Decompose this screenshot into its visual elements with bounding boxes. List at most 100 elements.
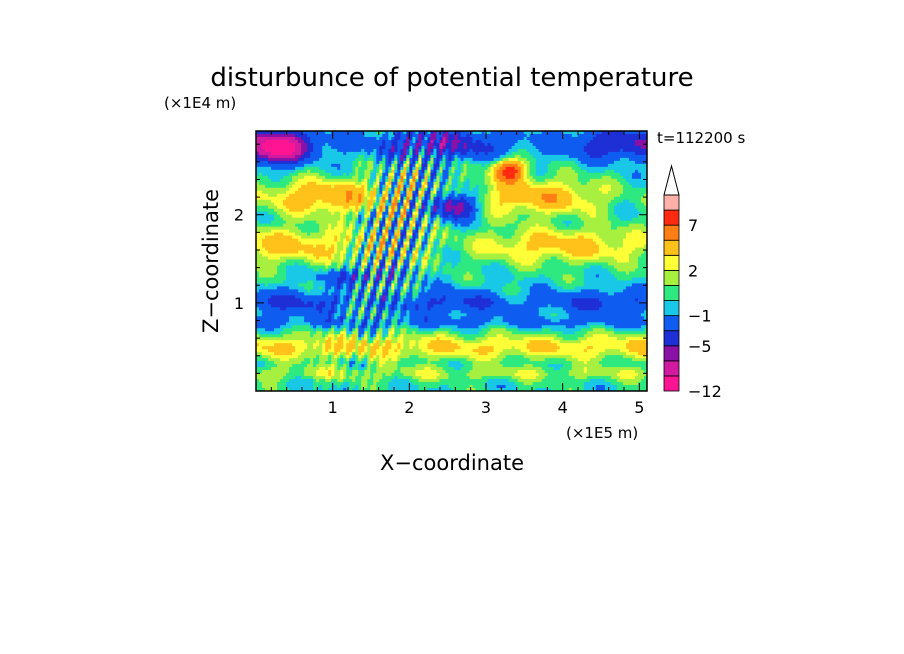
contour-cell <box>469 160 474 165</box>
contour-cell <box>274 217 278 222</box>
contour-cell <box>307 151 311 156</box>
contour-cell <box>373 208 377 213</box>
contour-cell <box>289 214 293 219</box>
contour-cell <box>460 151 465 156</box>
contour-cell <box>292 223 296 228</box>
contour-cell <box>334 214 338 219</box>
contour-cell <box>511 241 516 246</box>
contour-cell <box>637 154 642 159</box>
contour-cell <box>607 151 612 156</box>
contour-cell <box>436 142 441 147</box>
contour-cell <box>586 169 591 174</box>
contour-cell <box>607 199 612 204</box>
contour-cell <box>490 154 495 159</box>
contour-cell <box>478 211 483 216</box>
contour-cell <box>256 172 260 177</box>
contour-cell <box>616 199 621 204</box>
contour-cell <box>559 181 564 186</box>
contour-cell <box>547 205 552 210</box>
contour-cell <box>469 131 474 135</box>
contour-cell <box>286 229 290 234</box>
contour-cell <box>610 148 615 153</box>
contour-cell <box>619 163 624 168</box>
contour-cell <box>478 133 483 138</box>
contour-cell <box>367 172 371 177</box>
contour-cell <box>304 196 308 201</box>
contour-cell <box>373 217 377 222</box>
contour-cell <box>640 166 645 171</box>
contour-cell <box>478 205 483 210</box>
contour-cell <box>466 238 471 243</box>
contour-cell <box>304 244 308 249</box>
contour-cell <box>400 136 404 141</box>
contour-cell <box>424 196 429 201</box>
contour-cell <box>343 133 347 138</box>
contour-cell <box>307 145 311 150</box>
contour-cell <box>631 169 636 174</box>
contour-cell <box>373 139 377 144</box>
contour-cell <box>265 154 269 159</box>
contour-cell <box>358 229 362 234</box>
contour-cell <box>595 211 600 216</box>
contour-cell <box>562 131 567 135</box>
contour-cell <box>580 136 585 141</box>
contour-cell <box>442 163 447 168</box>
contour-cell <box>547 157 552 162</box>
contour-cell <box>430 214 435 219</box>
contour-cell <box>595 169 600 174</box>
contour-cell <box>565 217 570 222</box>
contour-cell <box>559 211 564 216</box>
contour-cell <box>478 193 483 198</box>
contour-cell <box>589 226 594 231</box>
contour-cell <box>610 131 615 135</box>
contour-cell <box>271 226 275 231</box>
contour-cell <box>574 193 579 198</box>
contour-cell <box>478 229 483 234</box>
contour-cell <box>469 241 474 246</box>
contour-cell <box>304 163 308 168</box>
contour-cell <box>502 139 507 144</box>
contour-cell <box>499 184 504 189</box>
contour-cell <box>547 223 552 228</box>
contour-cell <box>595 151 600 156</box>
contour-cell <box>640 133 645 138</box>
contour-cell <box>571 214 576 219</box>
contour-cell <box>430 226 435 231</box>
contour-cell <box>643 187 647 192</box>
contour-cell <box>613 131 618 135</box>
contour-cell <box>607 169 612 174</box>
contour-cell <box>337 199 341 204</box>
contour-cell <box>457 166 462 171</box>
contour-cell <box>283 193 287 198</box>
contour-cell <box>256 160 260 165</box>
contour-cell <box>580 131 585 135</box>
contour-cell <box>514 229 519 234</box>
contour-cell <box>286 244 290 249</box>
contour-cell <box>400 202 404 207</box>
contour-cell <box>592 217 597 222</box>
contour-cell <box>565 232 570 237</box>
contour-cell <box>385 232 389 237</box>
contour-cell <box>406 172 410 177</box>
contour-cell <box>259 199 263 204</box>
contour-cell <box>499 205 504 210</box>
contour-cell <box>316 175 320 180</box>
contour-cell <box>274 157 278 162</box>
contour-cell <box>478 196 483 201</box>
contour-cell <box>277 172 281 177</box>
contour-cell <box>595 142 600 147</box>
contour-cell <box>430 172 435 177</box>
contour-cell <box>442 139 447 144</box>
contour-cell <box>526 139 531 144</box>
contour-cell <box>322 151 326 156</box>
contour-cell <box>538 154 543 159</box>
contour-cell <box>541 220 546 225</box>
contour-cell <box>352 166 356 171</box>
contour-cell <box>256 229 260 234</box>
contour-cell <box>526 193 531 198</box>
contour-cell <box>385 205 389 210</box>
contour-cell <box>598 181 603 186</box>
contour-cell <box>325 193 329 198</box>
contour-cell <box>622 208 627 213</box>
contour-cell <box>415 184 420 189</box>
